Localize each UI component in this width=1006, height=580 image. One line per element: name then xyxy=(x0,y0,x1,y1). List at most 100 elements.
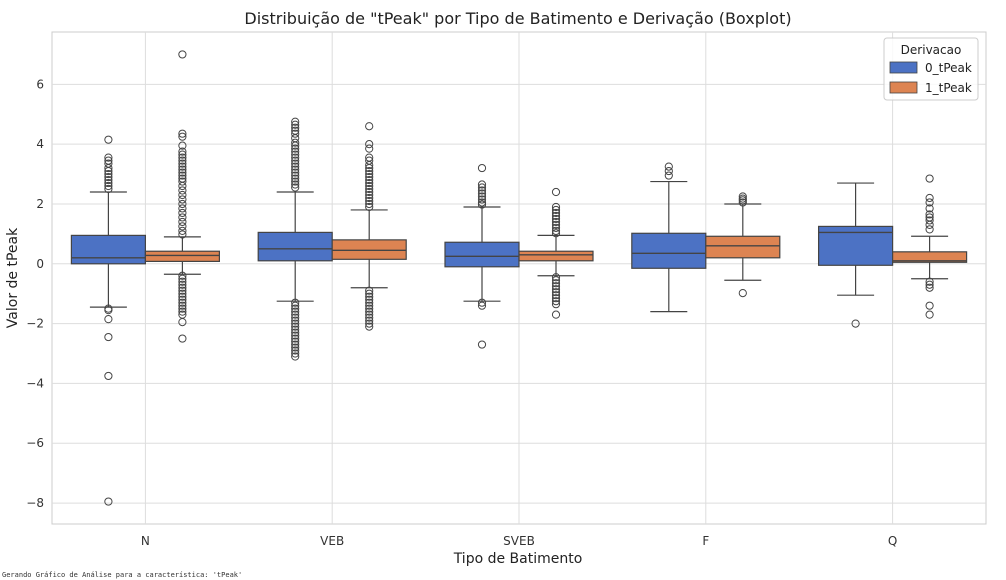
outlier-point xyxy=(178,199,187,209)
outlier-point xyxy=(291,325,300,334)
outlier-point xyxy=(178,283,187,292)
outlier-point xyxy=(178,147,187,156)
outlier-point xyxy=(291,337,300,346)
outlier-point xyxy=(365,319,374,328)
outlier-point xyxy=(178,217,187,227)
y-tick-label: −4 xyxy=(26,376,44,390)
outlier-point xyxy=(551,297,561,306)
outlier-point xyxy=(104,497,113,506)
outlier-point xyxy=(664,166,673,176)
outlier-point xyxy=(291,165,300,174)
box-iqr xyxy=(331,239,407,260)
outlier-point xyxy=(291,346,300,355)
outlier-point xyxy=(178,298,187,307)
box-iqr xyxy=(257,231,333,262)
x-tick-label: VEB xyxy=(320,534,344,548)
outlier-point xyxy=(551,294,561,303)
outlier-point xyxy=(178,301,187,310)
outlier-point xyxy=(477,195,487,204)
outlier-point xyxy=(104,135,113,144)
outlier-point xyxy=(365,316,374,325)
outlier-point xyxy=(178,150,187,159)
footer-text: Gerando Gráfico de Análise para a caract… xyxy=(2,571,243,579)
outlier-point xyxy=(365,175,374,185)
outlier-point xyxy=(104,371,113,381)
outlier-point xyxy=(365,286,374,295)
outlier-point xyxy=(291,156,300,165)
outlier-point xyxy=(365,193,374,203)
y-tick-label: 2 xyxy=(36,197,44,211)
outlier-point xyxy=(178,159,187,168)
outlier-point xyxy=(104,181,113,191)
box-iqr xyxy=(144,250,220,263)
outlier-point xyxy=(291,340,300,349)
outlier-point xyxy=(365,199,374,209)
outlier-point xyxy=(551,223,561,233)
outlier-point xyxy=(291,120,300,129)
legend-swatch-0 xyxy=(889,61,918,74)
outlier-point xyxy=(925,220,934,230)
outlier-point xyxy=(291,159,300,168)
outlier-point xyxy=(104,306,113,315)
outlier-point xyxy=(178,226,187,235)
outlier-point xyxy=(291,352,300,361)
outlier-point xyxy=(291,138,300,147)
legend-title: Derivacao xyxy=(901,43,962,57)
outlier-point xyxy=(291,180,300,189)
x-tick-labels: N VEB SVEB F Q xyxy=(141,534,897,548)
outlier-point xyxy=(291,144,300,153)
outlier-point xyxy=(104,163,113,173)
outlier-point xyxy=(178,307,187,316)
outlier-point xyxy=(551,288,561,297)
outlier-point xyxy=(178,50,187,59)
x-axis-label: Tipo de Batimento xyxy=(453,551,583,567)
outlier-point xyxy=(291,304,300,313)
outlier-point xyxy=(365,190,374,200)
box-SVEB-0_tPeak xyxy=(444,163,520,349)
outlier-point xyxy=(178,286,187,295)
outlier-point xyxy=(104,172,113,182)
y-axis-label: Valor de tPeak xyxy=(5,227,21,328)
outlier-point xyxy=(178,213,187,222)
outlier-point xyxy=(365,187,374,197)
outlier-point xyxy=(178,195,187,204)
outlier-point xyxy=(925,198,934,207)
outlier-point xyxy=(551,211,561,221)
outlier-point xyxy=(291,162,300,171)
outlier-point xyxy=(291,349,300,358)
y-tick-label: 6 xyxy=(36,77,44,91)
outlier-point xyxy=(925,204,934,213)
outlier-point xyxy=(291,171,300,180)
y-tick-label: −8 xyxy=(26,496,44,510)
box-N-1_tPeak xyxy=(144,50,220,343)
outlier-point xyxy=(551,208,561,218)
outlier-point xyxy=(365,307,374,316)
y-tick-label: −6 xyxy=(26,436,44,450)
outlier-point xyxy=(551,226,561,235)
outlier-point xyxy=(925,174,934,183)
legend-swatch-1 xyxy=(889,81,918,94)
box-groups xyxy=(70,50,968,506)
outlier-point xyxy=(178,334,187,343)
outlier-point xyxy=(291,328,300,337)
box-iqr xyxy=(70,234,147,265)
outlier-point xyxy=(291,183,300,192)
outlier-point xyxy=(291,343,300,352)
outlier-point xyxy=(365,289,374,298)
outlier-point xyxy=(178,168,187,177)
gridlines xyxy=(52,32,986,524)
legend: Derivacao 0_tPeak 1_tPeak xyxy=(883,37,979,101)
outlier-point xyxy=(178,271,187,280)
outlier-point xyxy=(551,279,561,288)
legend-label-0: 0_tPeak xyxy=(925,61,972,75)
outlier-point xyxy=(365,181,374,191)
outlier-point xyxy=(738,196,747,205)
outlier-point xyxy=(664,162,673,171)
outlier-point xyxy=(291,147,300,156)
outlier-point xyxy=(178,208,187,218)
outlier-point xyxy=(291,334,300,343)
outlier-point xyxy=(178,280,187,289)
outlier-point xyxy=(178,162,187,171)
box-F-1_tPeak xyxy=(705,192,781,298)
